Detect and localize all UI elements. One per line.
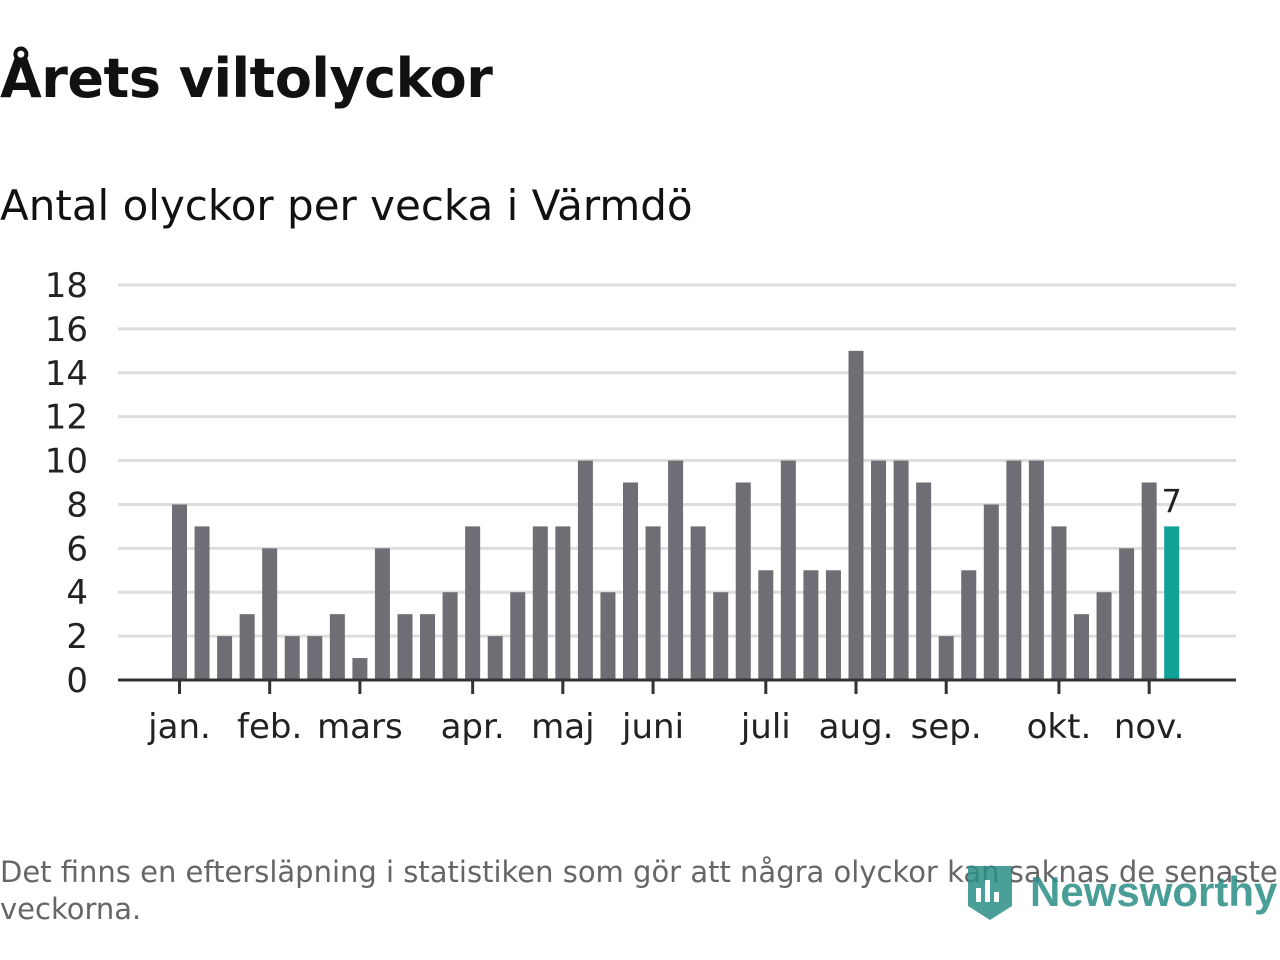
bar: [352, 658, 368, 680]
highlight-data-label: 7: [1162, 482, 1182, 520]
bar: [735, 482, 751, 680]
y-tick-label: 16: [45, 310, 88, 350]
bar: [374, 548, 390, 680]
y-tick-label: 12: [45, 398, 88, 438]
bar: [916, 482, 932, 680]
y-tick-label: 0: [66, 661, 88, 701]
bar: [803, 570, 819, 680]
bar: [848, 350, 864, 680]
bar: [1051, 526, 1067, 680]
bar: [961, 570, 977, 680]
bar: [217, 636, 233, 680]
bar: [487, 636, 503, 680]
bar: [307, 636, 323, 680]
bar: [1119, 548, 1135, 680]
bar: [397, 614, 413, 680]
x-tick-label: apr.: [441, 707, 505, 747]
bar: [420, 614, 436, 680]
y-tick-label: 18: [45, 266, 88, 306]
x-tick-label: okt.: [1027, 707, 1092, 747]
y-tick-label: 10: [45, 442, 88, 482]
bar: [329, 614, 345, 680]
bar: [262, 548, 278, 680]
bar: [172, 504, 187, 680]
bar: [780, 460, 796, 680]
bar: [442, 592, 458, 680]
x-tick-label: sep.: [911, 707, 982, 747]
bar: [600, 592, 616, 680]
y-tick-label: 8: [66, 485, 88, 525]
bar: [690, 526, 706, 680]
bar: [1141, 482, 1157, 680]
bar: [1006, 460, 1022, 680]
bar-highlight: [1164, 526, 1180, 680]
x-tick-label: jan.: [147, 707, 211, 747]
bar: [465, 526, 481, 680]
bar: [623, 482, 638, 680]
newsworthy-logo: Newsworthy: [964, 862, 1277, 922]
x-tick-label: nov.: [1114, 707, 1185, 747]
bar: [1096, 592, 1112, 680]
brand-name: Newsworthy: [1030, 868, 1278, 915]
y-tick-label: 14: [45, 354, 88, 394]
bar: [758, 570, 774, 680]
x-tick-label: juli: [740, 707, 791, 747]
bar: [645, 526, 661, 680]
chart-title: Årets viltolyckor: [0, 47, 493, 110]
bar: [893, 460, 909, 680]
bar: [668, 460, 684, 680]
x-tick-label: feb.: [237, 707, 302, 747]
x-tick-label: maj: [531, 707, 594, 747]
bar: [871, 460, 887, 680]
x-tick-label: juni: [621, 707, 684, 747]
chart-subtitle: Antal olyckor per vecka i Värmdö: [0, 181, 693, 230]
bar: [713, 592, 729, 680]
bar: [555, 526, 571, 680]
bar: [194, 526, 210, 680]
bar: [1028, 460, 1044, 680]
bar: [1074, 614, 1089, 680]
y-tick-label: 4: [66, 573, 88, 613]
bar: [577, 460, 593, 680]
bar: [983, 504, 999, 680]
y-tick-label: 6: [66, 529, 88, 569]
bar: [284, 636, 300, 680]
bar: [825, 570, 841, 680]
bar: [239, 614, 255, 680]
bar: [510, 592, 526, 680]
footnote: Det finns en eftersläpning i statistiken…: [0, 855, 1278, 926]
y-tick-label: 2: [66, 617, 88, 657]
bar: [938, 636, 954, 680]
x-tick-label: mars: [317, 707, 403, 747]
x-tick-label: aug.: [819, 707, 894, 747]
newsworthy-logo-icon: [968, 866, 1012, 920]
bar: [532, 526, 548, 680]
